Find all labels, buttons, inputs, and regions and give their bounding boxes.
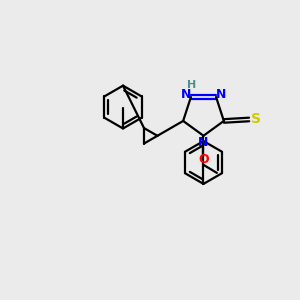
Text: O: O — [198, 153, 209, 166]
Text: N: N — [180, 88, 191, 100]
Text: N: N — [216, 88, 226, 100]
Text: N: N — [198, 136, 209, 149]
Text: S: S — [251, 112, 261, 127]
Text: H: H — [187, 80, 196, 89]
